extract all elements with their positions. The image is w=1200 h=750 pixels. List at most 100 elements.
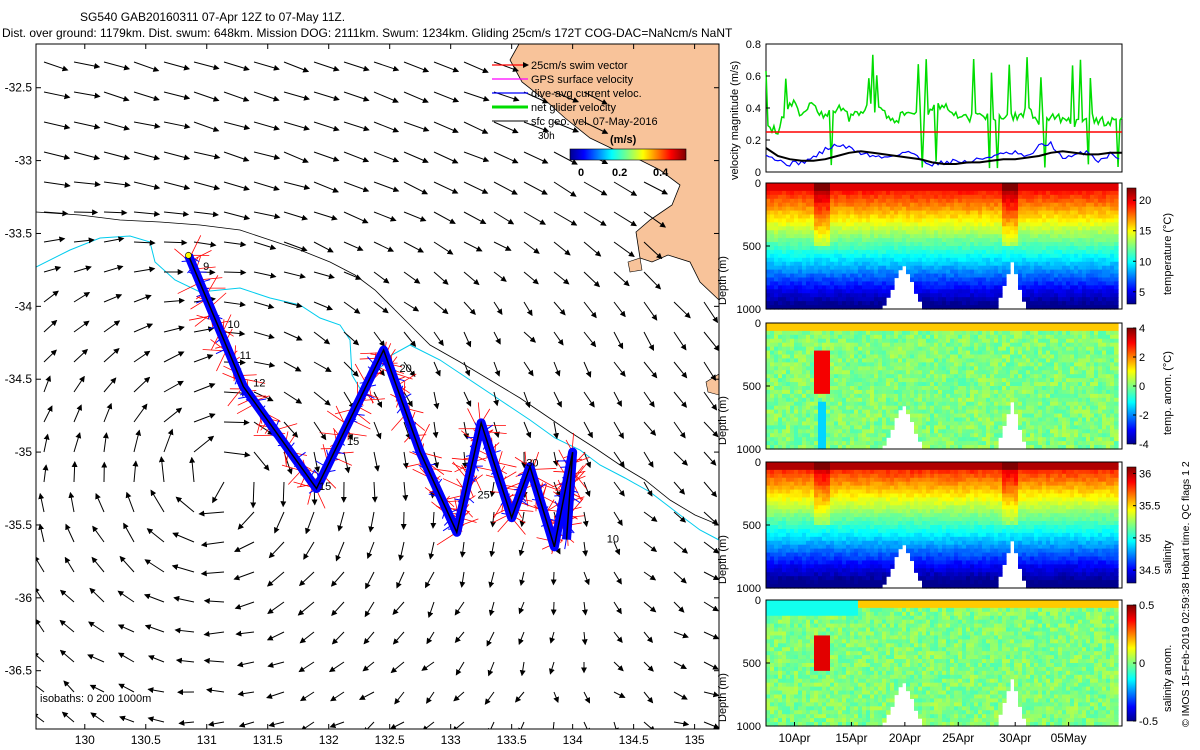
current-vector — [430, 511, 437, 529]
current-vector — [459, 541, 466, 558]
current-vector — [583, 241, 602, 257]
map-axis-ticks: 130 130.5 131 131.5 132 132.5 133 133.5 134 134.5… — [5, 44, 719, 747]
current-vector — [550, 571, 557, 586]
dive-avg-current-vector — [500, 497, 506, 506]
current-vector — [463, 241, 483, 252]
current-vector — [119, 555, 135, 573]
section-ytick-label: 1000 — [737, 304, 761, 316]
dive-avg-current-vector — [569, 489, 579, 493]
dive-avg-current-vector — [562, 472, 572, 479]
current-vector — [643, 721, 656, 729]
current-vector — [133, 403, 148, 423]
legend-gps-velocity: GPS surface velocity — [531, 74, 634, 86]
track-centerline — [187, 255, 574, 548]
current-vector — [673, 511, 687, 523]
current-vector — [283, 301, 303, 309]
dive-avg-current-vector — [443, 518, 452, 526]
current-vector — [519, 571, 526, 586]
dive-avg-current-vector — [428, 493, 442, 498]
current-vector — [613, 181, 638, 196]
current-vector — [673, 361, 688, 379]
section-xtick-label: 25Apr — [942, 731, 974, 745]
current-vector — [643, 211, 667, 228]
current-vector — [68, 491, 75, 513]
map-ytick-label: -35 — [15, 445, 33, 459]
section-colorbar-tick: 20 — [1139, 195, 1151, 207]
current-vector — [103, 181, 131, 188]
current-vector — [703, 451, 717, 466]
current-vector — [373, 331, 385, 347]
current-vector — [582, 541, 589, 557]
current-vector — [392, 631, 405, 645]
dive-avg-current-vector — [457, 500, 463, 507]
current-vector — [643, 241, 663, 260]
current-vector — [549, 631, 556, 644]
dive-avg-current-vector — [548, 545, 555, 548]
current-vector — [553, 241, 571, 256]
current-vector — [643, 271, 662, 290]
current-vector — [174, 627, 195, 634]
current-vector — [403, 421, 412, 440]
current-vector — [553, 691, 559, 704]
section-ylabel: Depth (m) — [717, 673, 729, 722]
current-vector — [237, 511, 255, 530]
current-vector — [552, 451, 559, 467]
current-vector — [335, 541, 345, 562]
current-vector — [73, 404, 82, 423]
current-vector — [514, 691, 525, 703]
current-vector — [343, 121, 370, 132]
current-vector — [493, 361, 501, 377]
map-ytick-label: -33.5 — [5, 226, 33, 240]
current-vector — [274, 511, 285, 534]
map-xtick-label: 133 — [441, 733, 461, 747]
current-vector — [146, 528, 165, 543]
current-vector — [643, 511, 658, 522]
current-vector — [643, 451, 654, 468]
current-vector — [643, 181, 669, 195]
current-vector — [392, 601, 405, 616]
dive-avg-current-vector — [260, 405, 266, 412]
current-vector — [103, 347, 120, 363]
dive-avg-current-vector — [359, 381, 369, 384]
current-vector — [193, 211, 219, 218]
current-vector — [43, 91, 71, 100]
current-vector — [643, 541, 658, 553]
dive-avg-current-vector — [349, 418, 358, 423]
current-vector — [581, 601, 588, 616]
legend-scale-label: 30h — [538, 131, 555, 142]
current-vector — [253, 331, 275, 340]
map-ytick-label: -35.5 — [5, 518, 33, 532]
current-vector — [175, 496, 195, 513]
current-vector — [103, 61, 131, 71]
dive-avg-current-vector — [517, 471, 529, 477]
current-vector — [236, 661, 255, 668]
dive-avg-current-vector — [195, 298, 207, 304]
section-colorbar-tick: 35.5 — [1139, 501, 1160, 513]
dive-avg-current-vector — [196, 293, 205, 298]
current-vector — [673, 451, 688, 466]
section-ytick-label: 1000 — [737, 444, 761, 456]
current-vector — [366, 541, 375, 559]
current-vector — [43, 433, 50, 453]
current-vector — [643, 661, 654, 672]
velocity-series-sfc-geo — [765, 147, 1122, 165]
current-vector — [36, 652, 45, 663]
dive-avg-current-vector — [567, 524, 575, 534]
current-vector — [583, 691, 591, 704]
current-vector — [433, 61, 460, 73]
current-vector — [133, 266, 156, 273]
section-colorbar-tick: 35 — [1139, 533, 1151, 545]
current-vector — [583, 121, 609, 134]
current-vector — [297, 601, 315, 616]
figure-title-line1: SG540 GAB20160311 07-Apr 12Z to 07-May 1… — [80, 10, 346, 24]
current-vector — [253, 151, 281, 160]
current-vector — [123, 522, 135, 543]
current-vector — [553, 301, 566, 316]
current-vector — [253, 121, 280, 131]
current-vector — [43, 236, 66, 243]
dive-avg-current-vector — [554, 501, 562, 513]
current-vector — [428, 541, 435, 560]
current-vector — [581, 631, 588, 646]
current-vector — [363, 721, 375, 729]
current-vector — [103, 402, 113, 423]
